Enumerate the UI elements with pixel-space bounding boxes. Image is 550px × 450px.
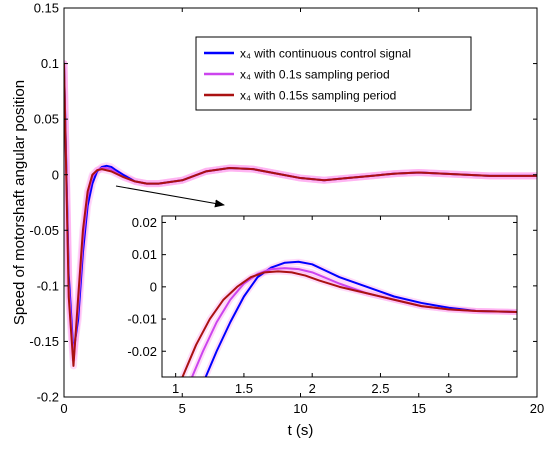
inset-xtick-label: 1 xyxy=(172,381,179,396)
main-ytick-label: 0.05 xyxy=(34,112,59,127)
inset-ytick-label: -0.01 xyxy=(127,312,157,327)
inset-frame xyxy=(161,215,518,378)
inset-ytick-label: -0.02 xyxy=(127,344,157,359)
zoom-arrow-line xyxy=(115,185,225,208)
zoom-arrow xyxy=(115,185,225,208)
main-ytick-label: 0 xyxy=(52,167,59,182)
main-ytick-label: 0.15 xyxy=(34,1,59,16)
inset-ytick-label: 0.02 xyxy=(132,215,157,230)
inset-series-line-0 xyxy=(204,260,517,377)
main-xtick-label: 10 xyxy=(293,401,307,416)
main-xlabel: t (s) xyxy=(288,422,314,439)
inset-background xyxy=(162,216,517,377)
main-ytick-label: -0.1 xyxy=(37,278,59,293)
legend-entry-2: x₄ with 0.15s sampling period xyxy=(240,89,396,103)
main-xtick-label: 15 xyxy=(412,401,426,416)
main-ytick-label: 0.1 xyxy=(41,56,59,71)
inset-xtick-label: 1.5 xyxy=(235,381,253,396)
inset-xtick-label: 3 xyxy=(445,381,452,396)
inset-series-line-2 xyxy=(181,270,517,377)
main-ytick-label: -0.05 xyxy=(29,223,59,238)
main-series-line-2 xyxy=(64,62,537,367)
main-xtick-label: 5 xyxy=(179,401,186,416)
inset-xtick-label: 2 xyxy=(309,381,316,396)
legend-entry-1: x₄ with 0.1s sampling period xyxy=(240,68,390,82)
main-xtick-label: 0 xyxy=(60,401,67,416)
inset-xtick-label: 2.5 xyxy=(371,381,389,396)
inset-ytick-label: 0.01 xyxy=(132,247,157,262)
legend-entry-0: x₄ with continuous control signal xyxy=(240,47,411,61)
inset-ytick-label: 0 xyxy=(150,279,157,294)
main-ylabel: Speed of motorshaft angular position xyxy=(11,80,28,325)
main-ytick-label: -0.2 xyxy=(37,390,59,405)
main-ytick-label: -0.15 xyxy=(29,334,59,349)
main-series-group xyxy=(64,60,537,370)
legend-box xyxy=(195,36,472,111)
main-xtick-label: 20 xyxy=(530,401,544,416)
inset-series-group xyxy=(179,258,517,377)
legend: x₄ with continuous control signal x₄ with… xyxy=(195,36,472,111)
inset-plot: 1 1.5 2 2.5 3 -0.02 -0.01 0 0.01 0.02 xyxy=(127,215,518,396)
